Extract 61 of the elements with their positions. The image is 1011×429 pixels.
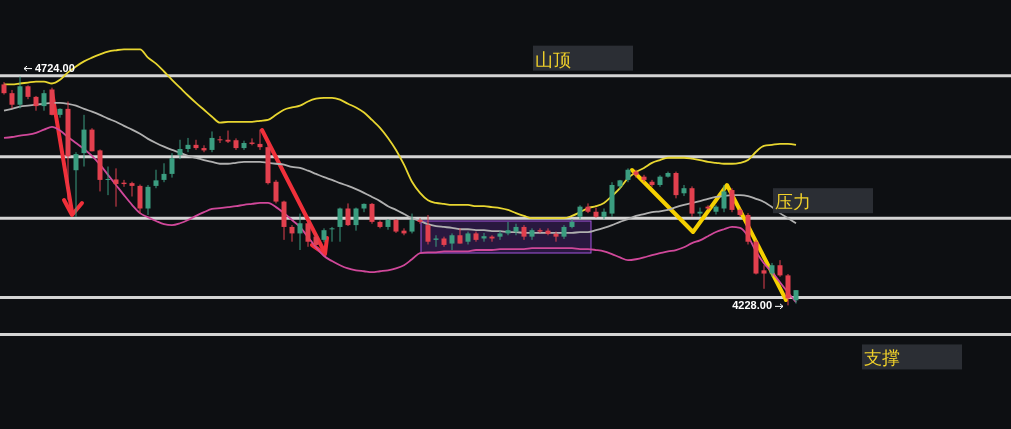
candlestick bbox=[153, 169, 159, 189]
candlestick bbox=[633, 169, 639, 179]
candlestick bbox=[593, 207, 599, 219]
candlestick bbox=[537, 227, 543, 234]
candlestick bbox=[73, 151, 79, 218]
ref-line-label: 支撑 bbox=[864, 348, 900, 369]
candlestick bbox=[17, 76, 23, 109]
candlestick bbox=[161, 162, 167, 183]
candlestick bbox=[145, 184, 151, 216]
candlestick bbox=[601, 208, 607, 220]
candlestick bbox=[417, 217, 423, 225]
candlestick bbox=[209, 130, 215, 153]
candlestick bbox=[345, 202, 351, 227]
candlestick bbox=[641, 174, 647, 183]
annotation: 4228.00 bbox=[732, 299, 772, 312]
candlestick bbox=[185, 137, 191, 153]
candlestick bbox=[785, 273, 791, 306]
candlestick bbox=[337, 207, 343, 243]
candlestick bbox=[81, 114, 87, 168]
candlestick bbox=[329, 226, 335, 243]
candlestick bbox=[9, 89, 15, 109]
candlestick bbox=[449, 232, 455, 251]
candlestick bbox=[289, 224, 295, 243]
candlestick bbox=[129, 181, 135, 198]
candlestick bbox=[433, 234, 439, 248]
candlestick bbox=[409, 213, 415, 234]
candlestick bbox=[305, 220, 311, 248]
candlestick bbox=[137, 184, 143, 215]
candlestick bbox=[497, 230, 503, 241]
candlestick bbox=[113, 167, 119, 208]
candlestick bbox=[649, 179, 655, 188]
candlestick bbox=[761, 264, 767, 290]
candlestick bbox=[585, 202, 591, 214]
candlestick bbox=[705, 204, 711, 211]
candlestick bbox=[353, 207, 359, 232]
candlestick bbox=[105, 166, 111, 196]
candlestick bbox=[729, 187, 735, 213]
candlestick bbox=[545, 227, 551, 236]
candlestick bbox=[217, 135, 223, 144]
candlestick bbox=[673, 171, 679, 199]
candlestick bbox=[425, 214, 431, 245]
candlestick bbox=[697, 207, 703, 218]
candlestick bbox=[457, 227, 463, 245]
candlestick bbox=[169, 152, 175, 179]
candlestick bbox=[273, 179, 279, 204]
ref-line-label: 山顶 bbox=[535, 49, 571, 70]
candlestick bbox=[369, 202, 375, 225]
candlestick bbox=[513, 223, 519, 236]
candlestick bbox=[41, 89, 47, 112]
annotation: 4724.00 bbox=[35, 61, 75, 74]
candlestick bbox=[681, 184, 687, 197]
candlestick bbox=[713, 204, 719, 215]
candlestick bbox=[721, 184, 727, 213]
ref-line-label: 压力 bbox=[775, 192, 811, 213]
candlestick bbox=[257, 129, 263, 151]
candlestick bbox=[193, 139, 199, 151]
candlestick bbox=[553, 231, 559, 243]
candlestick bbox=[225, 130, 231, 144]
candlestick bbox=[505, 221, 511, 236]
candlestick bbox=[177, 139, 183, 160]
candlestick bbox=[297, 213, 303, 251]
